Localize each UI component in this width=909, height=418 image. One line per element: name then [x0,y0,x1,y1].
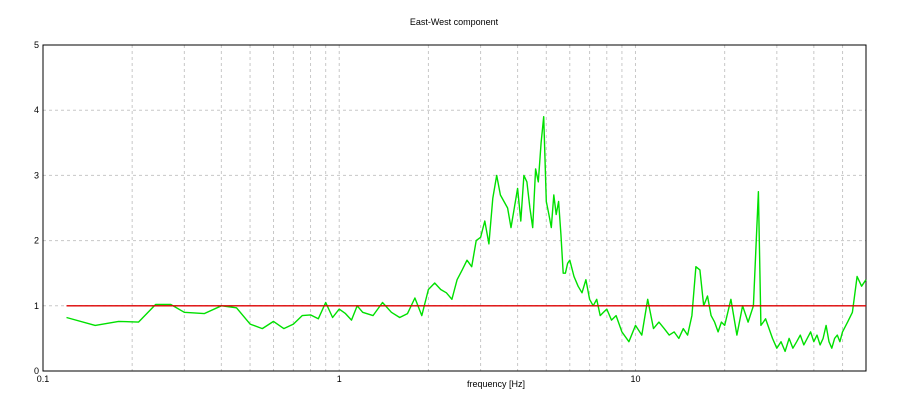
x-tick-label: 1 [337,374,342,384]
plot-area-frame [42,44,867,372]
x-tick-label: 10 [630,374,640,384]
y-tick-label: 4 [34,105,39,115]
y-tick-label: 0 [34,366,39,376]
x-axis-label: frequency [Hz] [467,379,525,389]
x-tick-label: 0.1 [37,374,50,384]
y-tick-label: 3 [34,170,39,180]
grid [43,45,866,371]
series-line-green [66,115,867,353]
ticks: 0 1 2 3 4 5 0.1 1 10 [34,40,641,384]
y-tick-label: 1 [34,301,39,311]
y-tick-label: 2 [34,236,39,246]
chart-title: East-West component [410,17,499,27]
y-tick-label: 5 [34,40,39,50]
series [66,115,867,353]
